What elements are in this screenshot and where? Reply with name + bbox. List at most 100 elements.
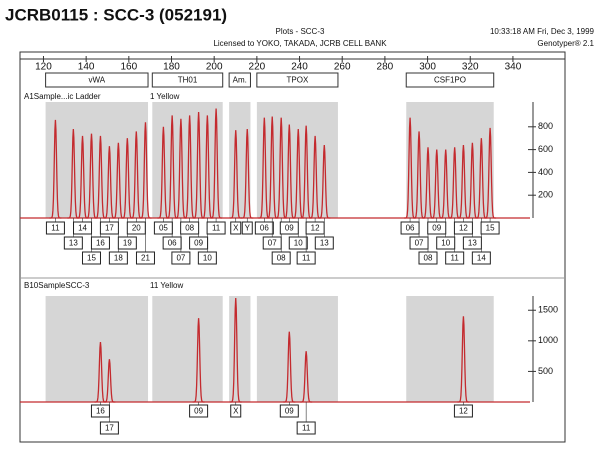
allele-label: 08 [277,254,286,263]
allele-label: 07 [415,239,424,248]
allele-label: 06 [168,239,177,248]
panel-label: B10SampleSCC-3 [24,281,90,290]
allele-label: 07 [176,254,185,263]
x-tick-label: 340 [505,62,522,73]
allele-bin [45,102,149,218]
allele-box [271,251,291,265]
allele-bin [406,296,494,402]
allele-box [279,404,299,418]
allele-label: 05 [159,224,168,233]
allele-label: 18 [114,254,123,263]
allele-label: 11 [451,254,460,263]
x-tick-label: 280 [377,62,394,73]
allele-box [296,251,316,265]
allele-box [241,221,253,235]
allele-label: 17 [105,424,114,433]
allele-box [45,221,65,235]
allele-label: 15 [87,254,96,263]
license: Licensed to YOKO, TAKADA, JCRB CELL BANK [213,39,387,48]
allele-label: 10 [203,254,212,263]
allele-box [63,236,83,250]
x-tick-label: 220 [249,62,266,73]
allele-box [90,236,110,250]
peak [318,144,331,219]
peak [457,316,470,403]
allele-label: 11 [302,254,311,263]
y-tick-label: 1000 [538,335,558,345]
x-tick-label: 140 [78,62,95,73]
allele-label: 10 [441,239,450,248]
y-tick-label: 400 [538,167,553,177]
allele-label: 06 [260,224,269,233]
locus-name: Am. [233,76,247,85]
locus-box [45,72,149,88]
x-tick-label: 160 [120,62,137,73]
timestamp: 10:33:18 AM Fri, Dec 3, 1999 [490,27,595,36]
allele-label: 15 [486,224,495,233]
allele-box [81,251,101,265]
allele-label: 11 [302,424,311,433]
allele-label: 14 [78,224,87,233]
allele-box [254,221,274,235]
allele-label: 06 [406,224,415,233]
locus-box [228,72,251,88]
allele-label: 07 [268,239,277,248]
peak [192,318,205,403]
allele-label: X [233,224,239,233]
allele-box [471,251,491,265]
peak [229,130,242,219]
allele-box [296,421,316,435]
peak [229,297,242,403]
allele-box [171,251,191,265]
peak [484,127,497,219]
y-tick-label: 1500 [538,305,558,315]
x-tick-label: 120 [35,62,52,73]
y-tick-label: 500 [538,366,553,376]
allele-box [288,236,308,250]
allele-box [418,251,438,265]
allele-label: 13 [320,239,329,248]
allele-box [453,404,473,418]
allele-box [230,221,242,235]
locus-name: CSF1PO [434,76,466,85]
allele-label: 13 [69,239,78,248]
peak [49,119,62,219]
allele-box [117,236,137,250]
allele-label: 09 [285,224,294,233]
allele-label: 16 [96,239,105,248]
version: Genotyper® 2.1 [537,39,594,48]
panel-label: A1Sample...ic Ladder [24,92,101,101]
allele-bin [256,296,338,402]
allele-box [445,251,465,265]
x-tick-label: 320 [462,62,479,73]
allele-box [135,251,155,265]
allele-label: 08 [424,254,433,263]
peak [241,129,254,219]
x-tick-label: 180 [163,62,180,73]
locus-box [256,72,339,88]
peak [139,122,152,219]
allele-box [108,251,128,265]
allele-label: 16 [96,407,105,416]
allele-bin [152,296,223,402]
peak [103,359,116,403]
page-title: JCRB0115 : SCC-3 (052191) [5,5,227,24]
allele-label: X [233,407,239,416]
allele-label: 12 [459,224,468,233]
x-tick-label: 300 [419,62,436,73]
x-tick-label: 260 [334,62,351,73]
allele-label: 19 [123,239,132,248]
allele-label: 08 [185,224,194,233]
allele-box [230,404,242,418]
allele-box [314,236,334,250]
allele-box [189,404,209,418]
x-tick-label: 200 [206,62,223,73]
peak [283,331,296,403]
locus-name: TPOX [287,76,309,85]
allele-label: 11 [212,224,221,233]
allele-bin [45,296,149,402]
allele-bin [229,296,251,402]
locus-name: TH01 [178,76,198,85]
x-tick-label: 240 [291,62,308,73]
